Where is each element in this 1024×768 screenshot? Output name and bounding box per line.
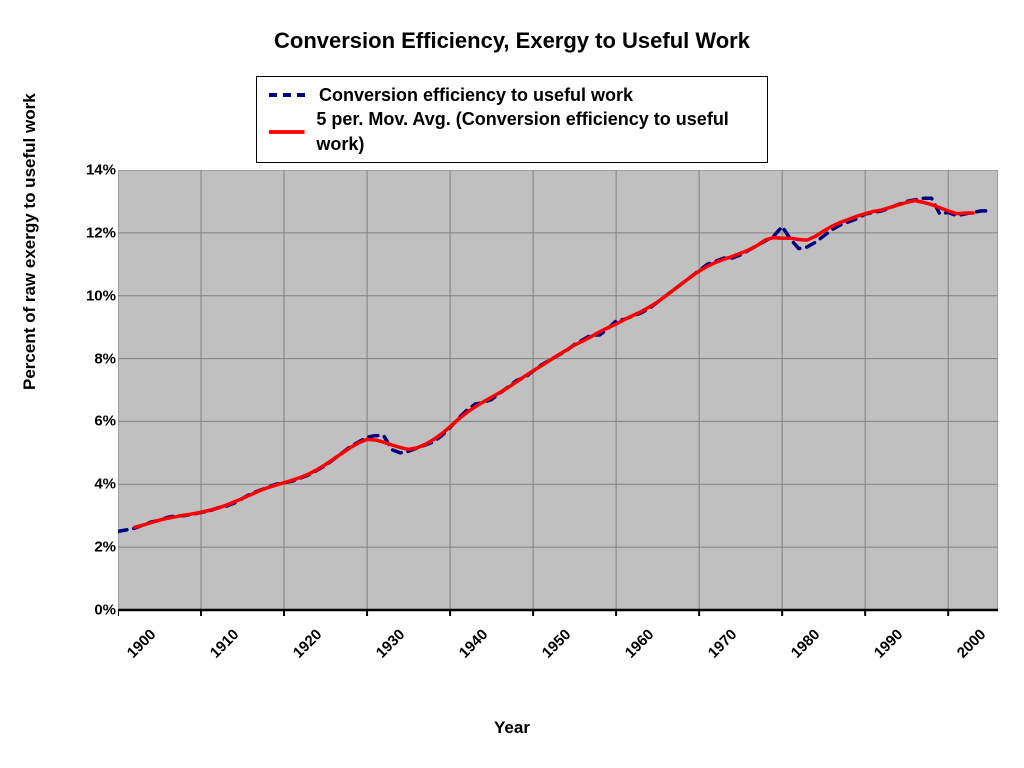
plot-area [118, 170, 998, 618]
legend: Conversion efficiency to useful work 5 p… [256, 76, 768, 163]
x-tick-label: 1950 [539, 626, 575, 662]
x-axis-label: Year [0, 718, 1024, 738]
x-tick-label: 1940 [456, 626, 492, 662]
y-tick-label: 2% [76, 539, 116, 556]
y-tick-label: 0% [76, 602, 116, 619]
chart-svg [118, 170, 998, 618]
x-tick-label: 1930 [373, 626, 409, 662]
x-tick-label: 1920 [290, 626, 326, 662]
chart-title: Conversion Efficiency, Exergy to Useful … [0, 28, 1024, 54]
x-tick-label: 1990 [871, 626, 907, 662]
y-axis-ticks: 0%2%4%6%8%10%12%14% [78, 170, 116, 610]
y-axis-label: Percent of raw exergy to useful work [20, 93, 40, 390]
x-tick-label: 1960 [622, 626, 658, 662]
x-axis-ticks: 1900 1910 1920 1930 1940 1950 1960 1970 1980 1990… [118, 618, 998, 688]
x-tick-label: 1980 [788, 626, 824, 662]
y-tick-label: 6% [76, 413, 116, 430]
y-tick-label: 4% [76, 476, 116, 493]
y-tick-label: 12% [76, 224, 116, 241]
legend-item-series1: Conversion efficiency to useful work [267, 83, 753, 107]
x-tick-label: 1910 [207, 626, 243, 662]
y-tick-label: 8% [76, 350, 116, 367]
y-tick-label: 10% [76, 287, 116, 304]
x-tick-label: 1970 [705, 626, 741, 662]
x-tick-label: 1900 [124, 626, 160, 662]
x-tick-label: 2000 [954, 626, 990, 662]
legend-label-2: 5 per. Mov. Avg. (Conversion efficiency … [316, 107, 753, 156]
legend-item-series2: 5 per. Mov. Avg. (Conversion efficiency … [267, 107, 753, 156]
legend-swatch-dashed [267, 86, 309, 104]
y-tick-label: 14% [76, 162, 116, 179]
legend-swatch-solid [267, 123, 306, 141]
legend-label-1: Conversion efficiency to useful work [319, 83, 633, 107]
